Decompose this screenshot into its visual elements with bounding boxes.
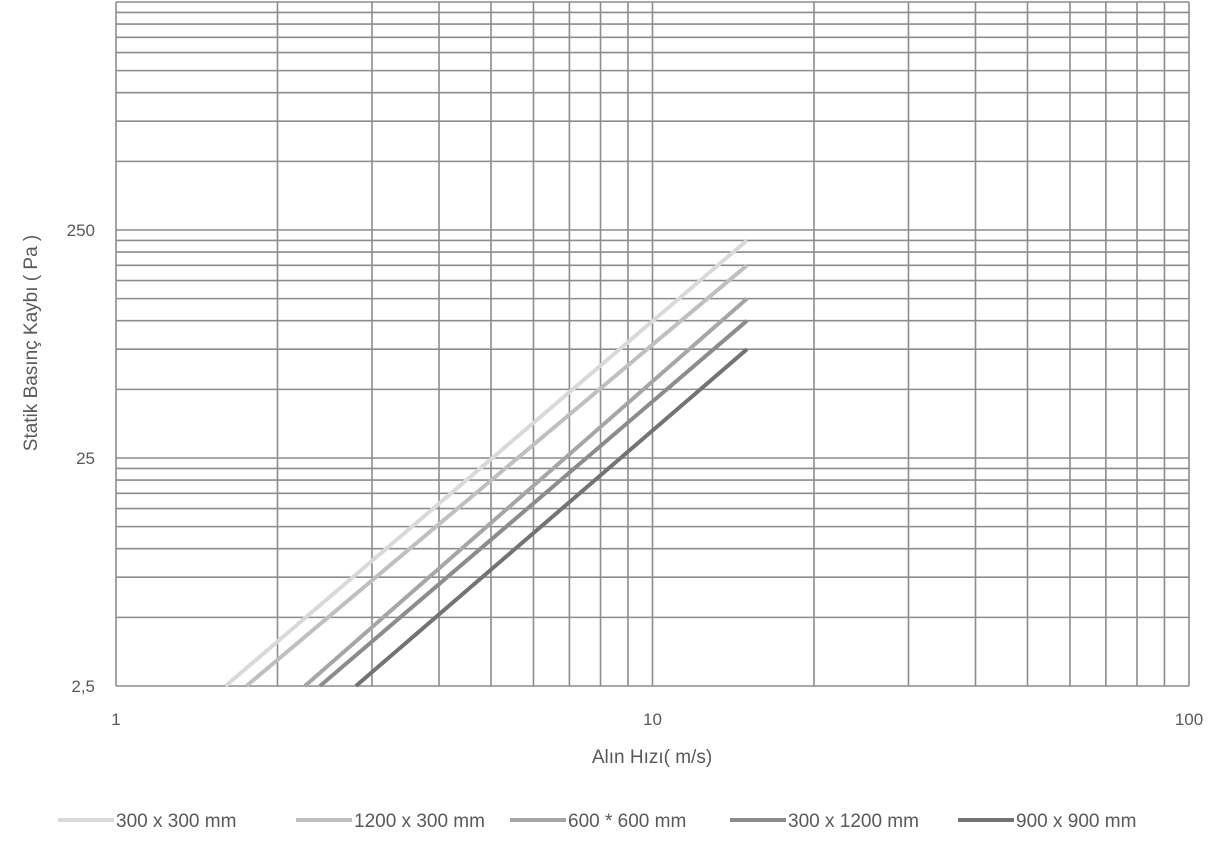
- x-axis-ticks: 1 10 100: [111, 710, 1203, 729]
- legend-label: 1200 x 300 mm: [354, 811, 485, 832]
- y-tick-label: 2,5: [71, 677, 95, 696]
- series-line-1: [224, 238, 749, 688]
- series-line-5: [354, 347, 749, 688]
- series-line-2: [245, 263, 749, 688]
- legend-item-4: 300 x 1200 mm: [730, 811, 919, 832]
- legend-label: 300 x 1200 mm: [788, 811, 919, 832]
- y-tick-label: 25: [76, 449, 95, 468]
- legend: 300 x 300 mm 1200 x 300 mm 600 * 600 mm 300…: [58, 811, 1136, 832]
- legend-label: 300 x 300 mm: [116, 811, 236, 832]
- series-lines: [224, 238, 749, 688]
- y-axis-ticks: 2,5 25 250: [67, 221, 95, 696]
- legend-item-3: 600 * 600 mm: [510, 811, 686, 832]
- legend-label: 900 x 900 mm: [1016, 811, 1136, 832]
- x-axis-title: Alın Hızı( m/s): [592, 747, 712, 768]
- legend-item-5: 900 x 900 mm: [958, 811, 1136, 832]
- series-line-3: [303, 297, 749, 688]
- legend-item-1: 300 x 300 mm: [58, 811, 236, 832]
- legend-label: 600 * 600 mm: [568, 811, 686, 832]
- x-tick-label: 100: [1175, 710, 1203, 729]
- grid: [115, 1, 1190, 687]
- y-axis-title: Statik Basınç Kaybı ( Pa ): [21, 235, 42, 451]
- legend-item-2: 1200 x 300 mm: [296, 811, 485, 832]
- y-tick-label: 250: [67, 221, 95, 240]
- series-line-4: [318, 319, 749, 688]
- x-tick-label: 10: [643, 710, 662, 729]
- x-tick-label: 1: [111, 710, 120, 729]
